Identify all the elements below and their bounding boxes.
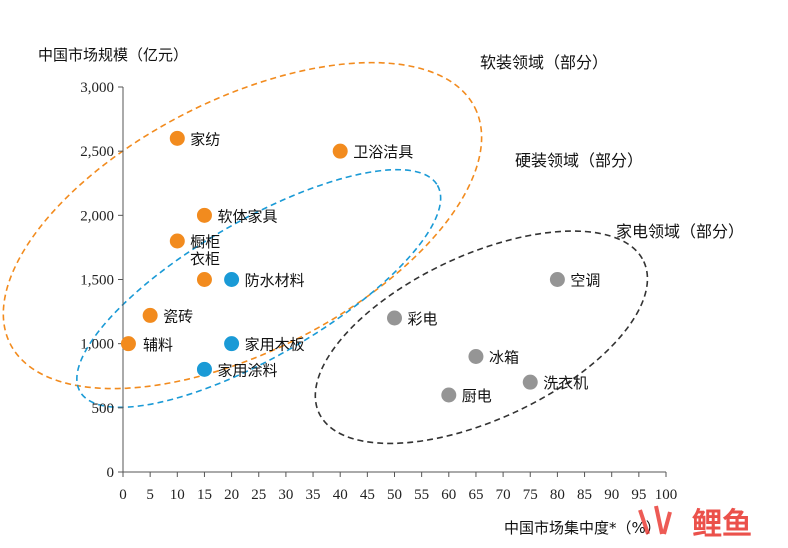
x-tick-label: 80	[550, 487, 565, 503]
x-tick-label: 50	[387, 487, 402, 503]
data-point	[387, 310, 402, 326]
y-tick-label: 2,500	[80, 144, 114, 160]
x-tick-label: 95	[631, 487, 646, 503]
x-tick-label: 35	[306, 487, 321, 503]
data-point	[196, 272, 212, 287]
x-tick-label: 100	[655, 487, 678, 503]
y-tick-label: 1,000	[80, 337, 114, 353]
point-label: 厨电	[462, 387, 492, 405]
data-point	[224, 272, 240, 287]
data-point	[468, 349, 484, 364]
watermark-logo: 鲤鱼	[638, 505, 752, 542]
point-label: 洗衣机	[543, 374, 588, 392]
point-label: 瓷砖	[163, 307, 193, 325]
watermark-mark	[638, 505, 672, 535]
x-tick-label: 5	[146, 487, 154, 503]
group-ellipse	[314, 230, 649, 445]
point-label: 家纺	[190, 130, 220, 148]
point-label: 彩电	[408, 310, 438, 328]
x-tick-label: 45	[360, 487, 375, 503]
data-point	[169, 130, 185, 146]
x-tick-label: 75	[523, 487, 538, 503]
point-label: 卫浴洁具	[353, 143, 413, 161]
x-tick-label: 55	[414, 487, 429, 503]
point-label: 辅料	[143, 336, 173, 354]
y-axis-title: 中国市场规模（亿元）	[38, 46, 188, 64]
chart-texts: 中国市场规模（亿元） 中国市场集中度*（%） 软装领域（部分）硬装领域（部分）家…	[38, 46, 744, 537]
x-tick-label: 65	[468, 487, 483, 503]
group-label: 软装领域（部分）	[480, 53, 608, 72]
x-tick-label: 15	[197, 487, 212, 503]
x-tick-label: 30	[278, 487, 293, 503]
data-point	[120, 336, 136, 352]
point-label: 橱柜	[190, 233, 220, 251]
y-tick-label: 1,500	[80, 273, 114, 289]
data-point	[332, 143, 348, 159]
watermark-text: 鲤鱼	[692, 507, 752, 542]
x-tick-label: 0	[119, 487, 127, 503]
data-point	[441, 387, 457, 403]
group-ellipses	[2, 61, 649, 445]
x-tick-label: 70	[496, 487, 511, 503]
y-tick-label: 500	[92, 401, 115, 417]
data-point	[169, 233, 185, 249]
data-point	[549, 272, 565, 287]
point-label: 冰箱	[489, 349, 519, 367]
group-label: 家电领域（部分）	[616, 222, 744, 241]
x-tick-label: 25	[251, 487, 266, 503]
group-ellipse	[76, 168, 442, 409]
axes: 0 500 1,000 1,500 2,000 2,500 3,000 0 5 10 15 20 25 3…	[80, 80, 677, 503]
data-point	[196, 207, 212, 223]
x-tick-label: 60	[441, 487, 456, 503]
y-tick-label: 2,000	[80, 208, 114, 224]
point-label: 防水材料	[245, 272, 305, 290]
data-point	[196, 361, 212, 377]
x-tick-label: 20	[224, 487, 239, 503]
point-label: 家用木板	[245, 336, 305, 354]
y-tick-label: 0	[107, 465, 115, 481]
x-tick-label: 85	[577, 487, 592, 503]
point-label: 软体家具	[217, 207, 277, 225]
x-tick-label: 10	[170, 487, 185, 503]
y-tick-label: 3,000	[80, 80, 114, 96]
x-tick-label: 90	[604, 487, 619, 503]
x-tick-label: 40	[333, 487, 348, 503]
point-label: 空调	[570, 272, 600, 290]
group-ellipse	[2, 61, 483, 390]
point-label: 家用涂料	[217, 361, 277, 379]
data-point	[224, 336, 240, 352]
x-axis-title: 中国市场集中度*（%）	[504, 519, 661, 537]
point-label: 衣柜	[190, 250, 220, 268]
data-point	[522, 374, 538, 390]
group-label: 硬装领域（部分）	[515, 151, 643, 170]
data-point	[142, 307, 158, 323]
